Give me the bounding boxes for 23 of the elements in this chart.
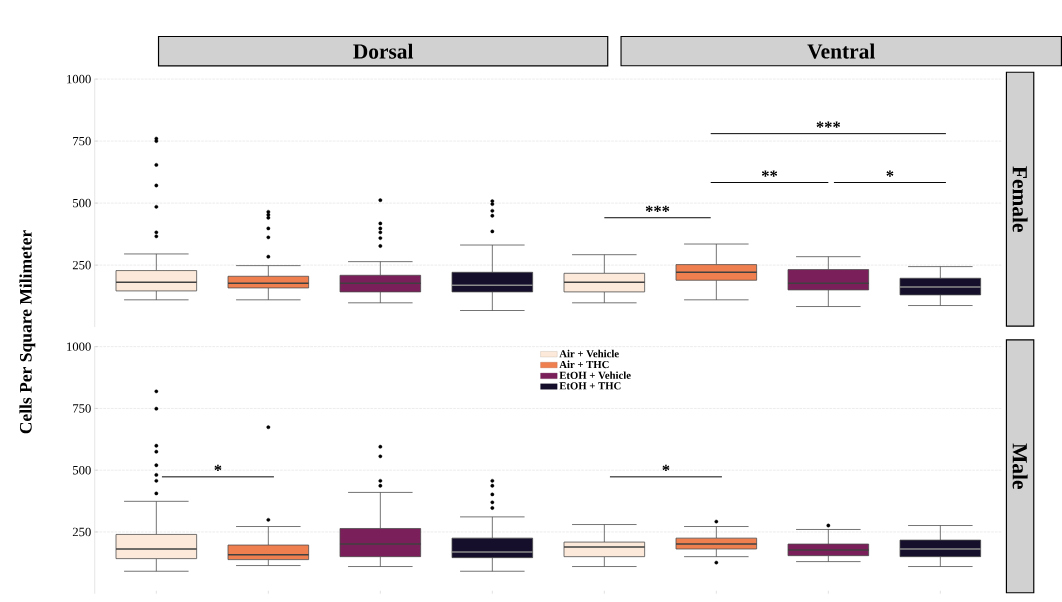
annotation: ***	[645, 205, 670, 213]
y-tick-label: 250	[72, 527, 91, 537]
legend-label: EtOH + Vehicle	[559, 371, 631, 380]
annotation: *	[662, 465, 670, 472]
legend-label: Air + THC	[559, 360, 609, 369]
legend-label: EtOH + THC	[559, 382, 621, 390]
y-tick-label: 500	[73, 466, 91, 475]
annotation: ***	[816, 121, 841, 129]
legend-label: Air + Vehicle	[559, 350, 619, 358]
text: Dorsal	[353, 43, 414, 59]
y-tick-label: 1000	[67, 75, 91, 84]
annotation: **	[761, 170, 778, 177]
text: Ventral	[807, 43, 875, 59]
annotation: *	[886, 170, 894, 177]
y-axis-title: Cells Per Square Milimeter	[19, 230, 36, 434]
annotation: *	[214, 465, 222, 472]
y-tick-label: 250	[72, 261, 91, 270]
y2-axis-title: Male	[1012, 443, 1028, 490]
y-tick-label: 1000	[67, 342, 91, 352]
y-tick-label: 750	[73, 137, 91, 146]
y-tick-label: 500	[73, 199, 91, 208]
y2-axis-title: Female	[1012, 166, 1028, 233]
y-tick-label: 750	[73, 404, 91, 413]
